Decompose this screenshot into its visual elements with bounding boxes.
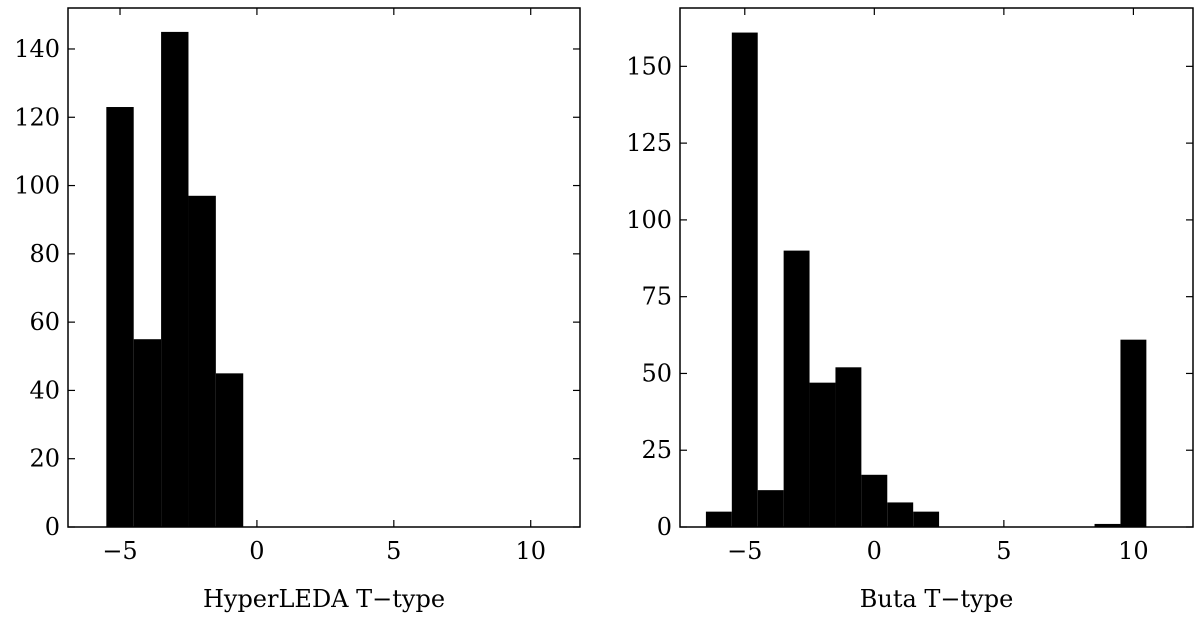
x-tick-label: −5 <box>727 537 762 565</box>
y-tick-label: 20 <box>29 445 60 473</box>
x-tick-label: 0 <box>249 537 264 565</box>
bar <box>133 339 162 527</box>
bar <box>215 373 244 527</box>
bar <box>1120 339 1147 527</box>
bar <box>106 107 134 527</box>
y-tick-label: 125 <box>626 129 672 157</box>
x-tick-label: −5 <box>102 537 137 565</box>
bar <box>835 367 862 527</box>
bar <box>783 250 810 527</box>
bar <box>757 490 784 527</box>
y-tick-label: 80 <box>29 240 60 268</box>
axes-frame <box>679 7 1194 528</box>
bar <box>188 195 216 527</box>
bar <box>731 32 758 527</box>
y-tick-label: 75 <box>641 283 672 311</box>
bar <box>1094 523 1121 527</box>
bar <box>705 511 732 527</box>
y-tick-label: 0 <box>657 513 672 541</box>
y-tick-label: 50 <box>641 359 672 387</box>
y-tick-label: 140 <box>14 35 60 63</box>
bar <box>809 382 836 527</box>
x-tick-label: 5 <box>386 537 401 565</box>
bar <box>913 511 940 527</box>
y-tick-label: 25 <box>641 436 672 464</box>
bar <box>887 502 914 527</box>
y-tick-label: 40 <box>29 376 60 404</box>
x-tick-label: 0 <box>867 537 882 565</box>
y-tick-label: 100 <box>14 172 60 200</box>
y-tick-label: 120 <box>14 103 60 131</box>
bar <box>161 31 189 528</box>
y-tick-label: 150 <box>626 52 672 80</box>
y-tick-label: 0 <box>45 513 60 541</box>
x-tick-label: 10 <box>1118 537 1149 565</box>
y-tick-label: 100 <box>626 206 672 234</box>
y-tick-label: 60 <box>29 308 60 336</box>
x-axis-label: Buta T−type <box>860 585 1014 613</box>
x-tick-label: 10 <box>515 537 546 565</box>
x-tick-label: 5 <box>996 537 1011 565</box>
axes-frame <box>67 7 581 528</box>
x-axis-label: HyperLEDA T−type <box>203 585 445 613</box>
bar <box>861 474 888 527</box>
